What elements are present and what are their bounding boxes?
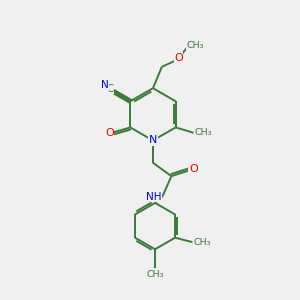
- Text: C: C: [106, 84, 114, 94]
- Text: CH₃: CH₃: [194, 238, 211, 247]
- Text: O: O: [105, 128, 114, 138]
- Text: CH₃: CH₃: [195, 128, 212, 137]
- Text: O: O: [174, 53, 183, 63]
- Text: CH₃: CH₃: [187, 41, 204, 50]
- Text: N: N: [149, 136, 157, 146]
- Text: O: O: [189, 164, 198, 174]
- Text: NH: NH: [146, 192, 162, 202]
- Text: CH₃: CH₃: [146, 270, 164, 279]
- Text: N: N: [101, 80, 109, 90]
